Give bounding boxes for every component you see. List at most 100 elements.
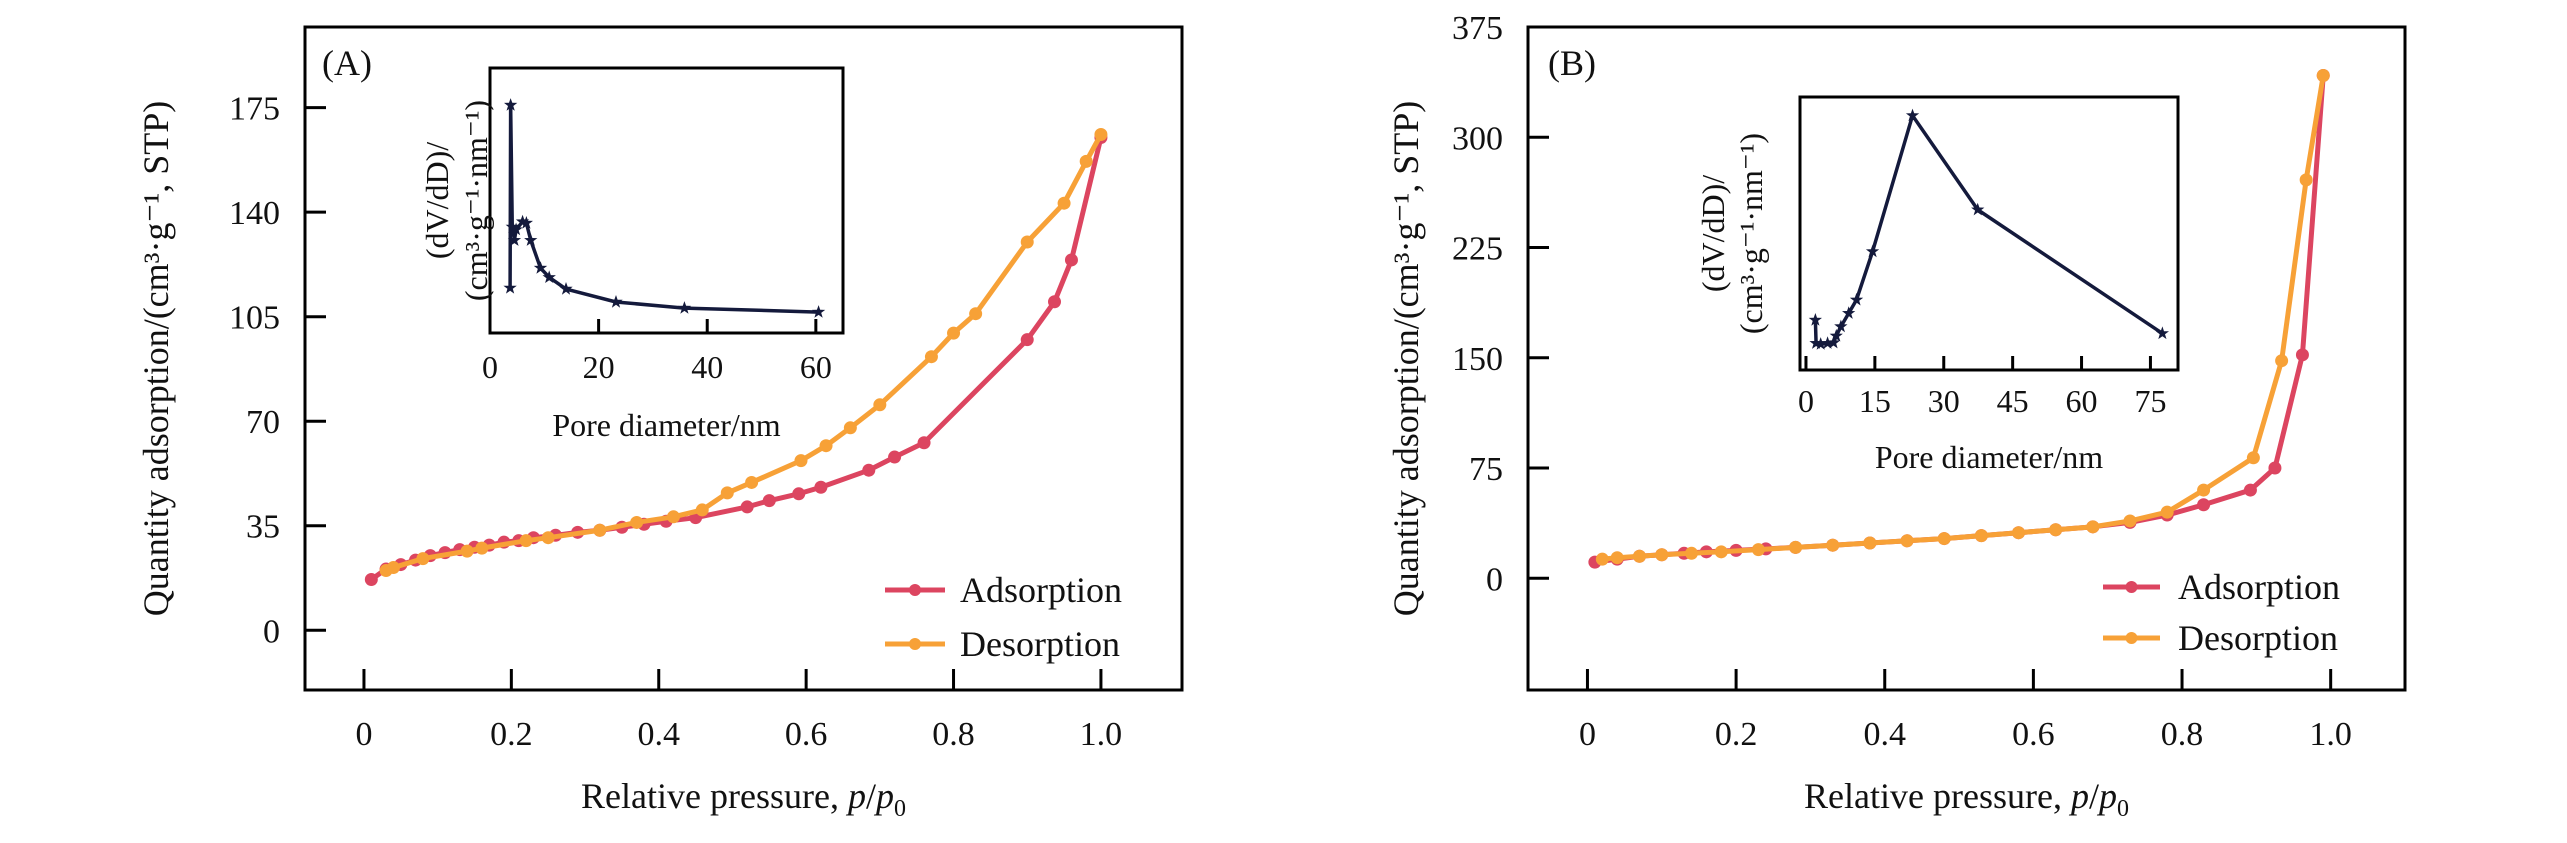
inset-point (1971, 202, 1985, 216)
desorption-point (2275, 354, 2289, 368)
y-tick-label: 70 (246, 404, 280, 441)
legend: Adsorption Desorption (2103, 567, 2340, 658)
adsorption-point (2243, 483, 2257, 497)
desorption-point (2086, 520, 2100, 534)
x-axis-title-main: Relative pressure, (581, 776, 848, 816)
desorption-point (1974, 529, 1988, 543)
desorption-point (843, 421, 857, 435)
adsorption-point (2197, 498, 2211, 512)
inset-point (533, 261, 548, 274)
inset-point (559, 282, 573, 295)
x-axis-title-p0: p (2096, 776, 2117, 816)
desorption-point (416, 552, 430, 566)
desorption-point (519, 534, 533, 548)
desorption-point (745, 475, 759, 489)
x-tick-label: 0.4 (637, 716, 680, 753)
inset-x-tick-label: 20 (583, 349, 615, 385)
x-axis-title-subscript: 0 (894, 796, 906, 822)
x-tick-label: 0 (355, 716, 372, 753)
legend-swatch-marker (909, 638, 921, 650)
inset-x-tick-label: 0 (482, 349, 498, 385)
desorption-point (947, 326, 961, 340)
desorption-point (541, 531, 555, 545)
panel-b: 0 0.2 0.4 0.6 0.8 1.0075150225300375(B)Quanti… (1386, 10, 2407, 822)
y-tick-label: 300 (1452, 120, 1503, 157)
y-tick-label: 105 (229, 300, 280, 337)
inset-x-tick-label: 0 (1798, 383, 1814, 419)
y-tick-label: 140 (229, 195, 280, 232)
adsorption-point (2295, 348, 2309, 362)
inset-x-tick-label: 45 (1997, 383, 2029, 419)
desorption-point (2316, 69, 2330, 83)
desorption-point (2049, 523, 2063, 537)
x-tick-label: 0.4 (1863, 716, 1906, 753)
inset-point (505, 220, 519, 233)
inset-y-axis-title-line2: (cm³·g⁻¹·nm⁻¹) (458, 100, 494, 301)
desorption-point (379, 564, 393, 578)
inset-point (504, 98, 518, 111)
y-tick-label: 150 (1452, 341, 1503, 378)
desorption-point (593, 523, 607, 537)
inset-x-axis-title: Pore diameter/nm (1875, 439, 2103, 475)
legend-swatch-marker (909, 584, 921, 596)
adsorption-point (792, 487, 806, 501)
desorption-point (2012, 526, 2026, 540)
inset-point (524, 233, 538, 246)
desorption-point (2197, 483, 2211, 497)
inset-x-tick-label: 30 (1928, 383, 1960, 419)
inset-y-axis-title-line1: (dV/dD)/ (419, 142, 455, 259)
desorption-point (1714, 545, 1728, 559)
x-tick-label: 1.0 (2309, 716, 2352, 753)
x-axis-title-p0: p (873, 776, 894, 816)
x-tick-label: 0.8 (932, 716, 975, 753)
desorption-point (2299, 173, 2313, 187)
legend-label: Desorption (960, 624, 1120, 664)
desorption-point (1826, 538, 1840, 552)
adsorption-point (364, 573, 378, 586)
x-axis-title-p: p (845, 776, 866, 816)
plot-frame (303, 25, 1184, 692)
inset-point (677, 301, 692, 314)
inset-y-axis-title-line1: (dV/dD)/ (1695, 175, 1731, 292)
desorption-point (873, 398, 887, 412)
desorption-point (969, 307, 983, 321)
adsorption-point (888, 450, 902, 464)
inset-point (503, 280, 517, 294)
panel-label: (B) (1548, 43, 1596, 83)
x-tick-label: 0.2 (490, 716, 533, 753)
adsorption-point (2268, 461, 2282, 475)
y-tick-label: 375 (1452, 10, 1503, 47)
x-axis-title: Relative pressure, p/p0 (1804, 776, 2129, 822)
desorption-point (924, 350, 938, 364)
legend-label: Adsorption (2178, 567, 2340, 607)
adsorption-point (740, 500, 754, 514)
legend-label: Adsorption (960, 570, 1122, 610)
inset-point (519, 216, 533, 229)
desorption-point (819, 439, 833, 453)
adsorption-point (917, 436, 931, 450)
desorption-point (666, 510, 680, 524)
x-tick-label: 1.0 (1080, 716, 1123, 753)
y-tick-label: 0 (263, 613, 280, 650)
y-tick-label: 225 (1452, 231, 1503, 268)
inset-point (609, 295, 623, 308)
y-axis-title: Quantity adsorption/(cm³·g⁻¹, STP) (1386, 101, 1426, 617)
x-axis-title-main: Relative pressure, (1804, 776, 2071, 816)
adsorption-point (862, 463, 876, 477)
adsorption-point (814, 480, 828, 494)
inset-point (1820, 336, 1835, 349)
x-tick-label: 0 (1579, 716, 1596, 753)
desorption-point (1595, 552, 1609, 566)
desorption-point (1655, 548, 1669, 562)
desorption-point (1020, 235, 1034, 249)
inset-point (1826, 335, 1841, 349)
desorption-point (475, 541, 489, 555)
series-desorption (1595, 69, 2330, 566)
legend: Adsorption Desorption (885, 570, 1122, 664)
desorption-point (2160, 505, 2174, 519)
x-tick-label: 0.6 (2012, 716, 2055, 753)
adsorption-point (762, 494, 776, 508)
desorption-point (720, 486, 734, 500)
inset-point (1849, 292, 1864, 306)
